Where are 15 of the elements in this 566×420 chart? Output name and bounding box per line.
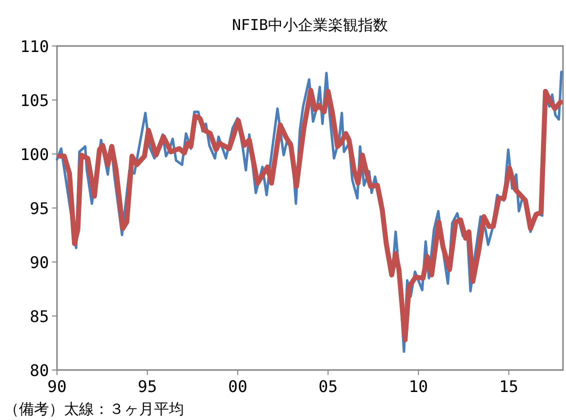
y-tick-label: 90	[30, 253, 49, 272]
x-tick-label: 10	[408, 377, 428, 396]
text: （備考）太線：３ヶ月平均	[4, 400, 184, 418]
x-tick-label: 00	[228, 377, 248, 396]
y-tick-label: 110	[20, 37, 49, 56]
x-tick-label: 95	[138, 377, 157, 396]
y-tick-label: 80	[30, 361, 49, 380]
x-tick-label: 15	[499, 377, 518, 396]
chart-title: NFIB中小企業楽観指数	[232, 16, 388, 34]
y-tick-label: 105	[20, 91, 49, 110]
x-tick-label: 05	[318, 377, 338, 396]
x-tick-label: 90	[47, 377, 67, 396]
y-tick-label: 100	[20, 145, 49, 164]
y-tick-label: 85	[30, 307, 49, 326]
y-tick-label: 95	[30, 199, 49, 218]
